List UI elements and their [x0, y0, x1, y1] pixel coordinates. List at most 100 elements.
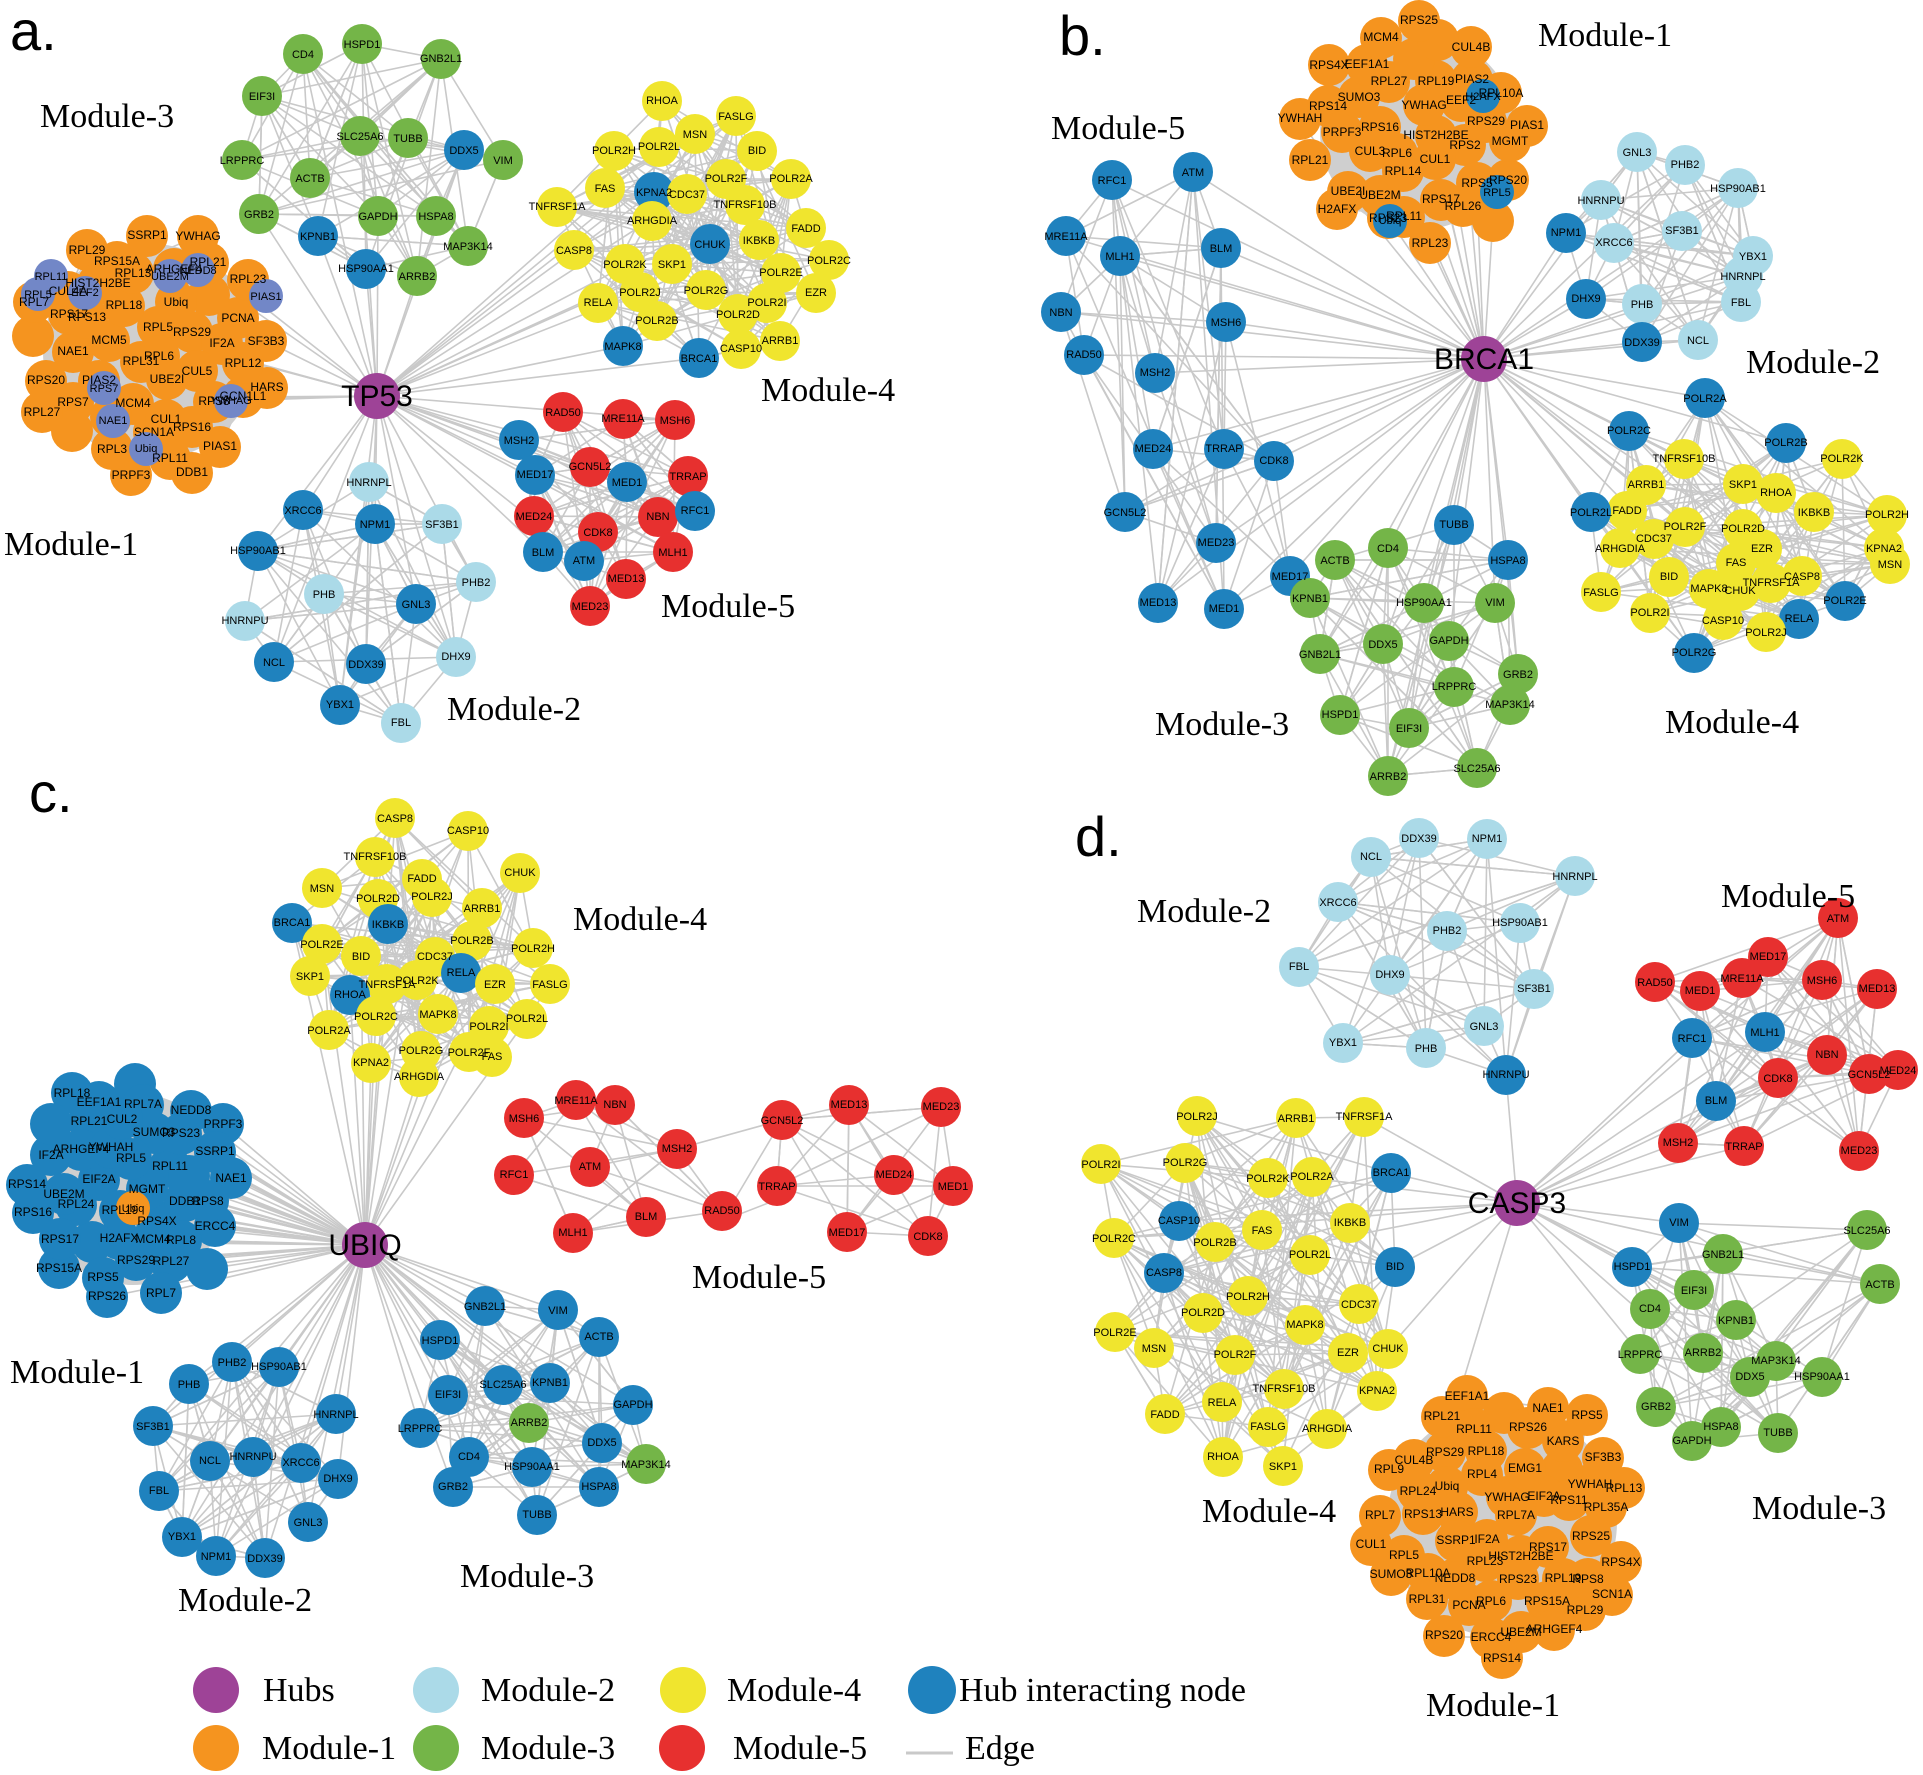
svg-text:BLM: BLM — [1210, 243, 1233, 255]
svg-text:CD4: CD4 — [1639, 1303, 1661, 1315]
svg-text:SUMO3: SUMO3 — [133, 1125, 176, 1139]
svg-text:ARRB1: ARRB1 — [1628, 479, 1665, 491]
svg-text:RPL14: RPL14 — [1385, 164, 1422, 178]
svg-text:RPL13: RPL13 — [1606, 1481, 1643, 1495]
svg-text:MED1: MED1 — [1685, 985, 1716, 997]
svg-text:Module-2: Module-2 — [1746, 344, 1880, 381]
svg-text:NPM1: NPM1 — [360, 519, 391, 531]
svg-text:SKP1: SKP1 — [1269, 1461, 1297, 1473]
svg-text:RPS8: RPS8 — [198, 394, 230, 408]
svg-text:CHUK: CHUK — [1372, 1343, 1404, 1355]
svg-text:POLR2G: POLR2G — [1672, 647, 1717, 659]
svg-text:ARHGDIA: ARHGDIA — [1595, 543, 1646, 555]
svg-text:Module-4: Module-4 — [573, 901, 707, 938]
svg-text:POLR2F: POLR2F — [1214, 1349, 1257, 1361]
svg-text:POLR2I: POLR2I — [469, 1021, 508, 1033]
svg-text:ATM: ATM — [573, 555, 595, 567]
svg-text:SKP1: SKP1 — [1729, 479, 1757, 491]
svg-text:RPL11: RPL11 — [1456, 1422, 1492, 1436]
svg-text:Module-1: Module-1 — [1538, 17, 1672, 54]
svg-text:TNFRSF1A: TNFRSF1A — [359, 979, 417, 991]
svg-text:RPL21: RPL21 — [1292, 153, 1329, 167]
svg-text:EIF3I: EIF3I — [249, 91, 275, 103]
svg-text:Module-4: Module-4 — [727, 1672, 861, 1709]
svg-text:HSP90AB1: HSP90AB1 — [230, 545, 286, 557]
svg-text:Ubiq: Ubiq — [122, 1203, 145, 1215]
svg-text:NEDD8: NEDD8 — [179, 265, 216, 277]
svg-text:SLC25A6: SLC25A6 — [336, 131, 383, 143]
svg-text:TNFRSF1A: TNFRSF1A — [1743, 577, 1801, 589]
svg-text:CUL4B: CUL4B — [1452, 40, 1491, 54]
svg-text:ARHGDIA: ARHGDIA — [627, 215, 678, 227]
svg-text:RPL12: RPL12 — [225, 356, 262, 370]
svg-text:MED23: MED23 — [923, 1101, 960, 1113]
svg-text:POLR2D: POLR2D — [356, 893, 400, 905]
svg-text:DDX5: DDX5 — [1735, 1371, 1764, 1383]
svg-text:RPL9: RPL9 — [1374, 1462, 1404, 1476]
svg-text:TNFRSF10B: TNFRSF10B — [344, 851, 407, 863]
svg-text:SF3B3: SF3B3 — [1585, 1450, 1622, 1464]
svg-text:POLR2L: POLR2L — [1289, 1249, 1331, 1261]
svg-text:RPL10A: RPL10A — [1406, 1566, 1451, 1580]
svg-text:RPS4X: RPS4X — [137, 1214, 176, 1228]
svg-text:FASLG: FASLG — [718, 111, 753, 123]
svg-text:HSP90AA1: HSP90AA1 — [1794, 1371, 1850, 1383]
svg-text:CASP10: CASP10 — [447, 825, 489, 837]
svg-text:RPL31: RPL31 — [123, 354, 160, 368]
svg-text:Module-4: Module-4 — [1202, 1493, 1336, 1530]
svg-text:ARRB2: ARRB2 — [1685, 1347, 1722, 1359]
svg-text:FBL: FBL — [391, 717, 411, 729]
svg-text:RHOA: RHOA — [1207, 1451, 1239, 1463]
svg-text:RPL23: RPL23 — [230, 272, 267, 286]
svg-text:NEDD8: NEDD8 — [171, 1103, 212, 1117]
svg-text:POLR2J: POLR2J — [1745, 627, 1787, 639]
svg-text:TUBB: TUBB — [1439, 519, 1468, 531]
svg-text:HARS: HARS — [1440, 1505, 1473, 1519]
svg-text:DDB1: DDB1 — [169, 1194, 201, 1208]
svg-text:NCL: NCL — [1687, 335, 1709, 347]
svg-text:TNFRSF10B: TNFRSF10B — [1253, 1383, 1316, 1395]
svg-text:d.: d. — [1075, 805, 1122, 868]
svg-text:KPNB1: KPNB1 — [532, 1377, 568, 1389]
svg-text:RPS17: RPS17 — [1529, 1540, 1567, 1554]
svg-text:SF3B3: SF3B3 — [248, 334, 285, 348]
svg-text:RPL27: RPL27 — [24, 405, 61, 419]
svg-text:ACTB: ACTB — [1320, 555, 1349, 567]
svg-text:YWHAH: YWHAH — [1568, 1477, 1613, 1491]
svg-text:RPL21: RPL21 — [71, 1114, 108, 1128]
svg-text:CHUK: CHUK — [1724, 585, 1756, 597]
svg-text:MED17: MED17 — [517, 469, 554, 481]
svg-text:HSPD1: HSPD1 — [422, 1335, 459, 1347]
svg-text:RPS17: RPS17 — [1422, 192, 1460, 206]
svg-text:POLR2E: POLR2E — [759, 267, 802, 279]
svg-text:XRCC6: XRCC6 — [1595, 237, 1632, 249]
svg-text:GNB2L1: GNB2L1 — [420, 53, 462, 65]
svg-text:TRRAP: TRRAP — [1205, 443, 1242, 455]
svg-text:ERCC4: ERCC4 — [1471, 1630, 1512, 1644]
svg-text:CASP8: CASP8 — [377, 813, 413, 825]
svg-text:PHB2: PHB2 — [462, 577, 491, 589]
svg-text:SLC25A6: SLC25A6 — [479, 1379, 526, 1391]
svg-text:RPS11: RPS11 — [1550, 1493, 1587, 1507]
svg-text:GAPDH: GAPDH — [358, 211, 397, 223]
svg-text:ARHGEF4: ARHGEF4 — [146, 262, 203, 276]
svg-text:RPL7A: RPL7A — [1497, 1508, 1535, 1522]
svg-text:RPL23: RPL23 — [1467, 1554, 1504, 1568]
svg-text:RPS25: RPS25 — [1400, 13, 1438, 27]
svg-text:RPS15A: RPS15A — [36, 1261, 82, 1275]
svg-text:PRPF3: PRPF3 — [1323, 125, 1362, 139]
svg-text:Module-4: Module-4 — [761, 372, 895, 409]
svg-text:Module-2: Module-2 — [481, 1672, 615, 1709]
svg-text:EZR: EZR — [484, 979, 506, 991]
svg-text:MED13: MED13 — [831, 1099, 868, 1111]
svg-text:EIF2A: EIF2A — [1527, 1489, 1560, 1503]
svg-text:SKP1: SKP1 — [296, 971, 324, 983]
svg-text:RFC1: RFC1 — [500, 1169, 529, 1181]
svg-text:PHB2: PHB2 — [218, 1357, 247, 1369]
svg-text:ARRB1: ARRB1 — [762, 335, 799, 347]
svg-text:PHB2: PHB2 — [1671, 159, 1700, 171]
svg-text:MSN: MSN — [683, 129, 708, 141]
svg-text:MSH2: MSH2 — [504, 435, 535, 447]
svg-text:MED17: MED17 — [1750, 951, 1787, 963]
svg-text:BRCA1: BRCA1 — [1434, 343, 1534, 376]
